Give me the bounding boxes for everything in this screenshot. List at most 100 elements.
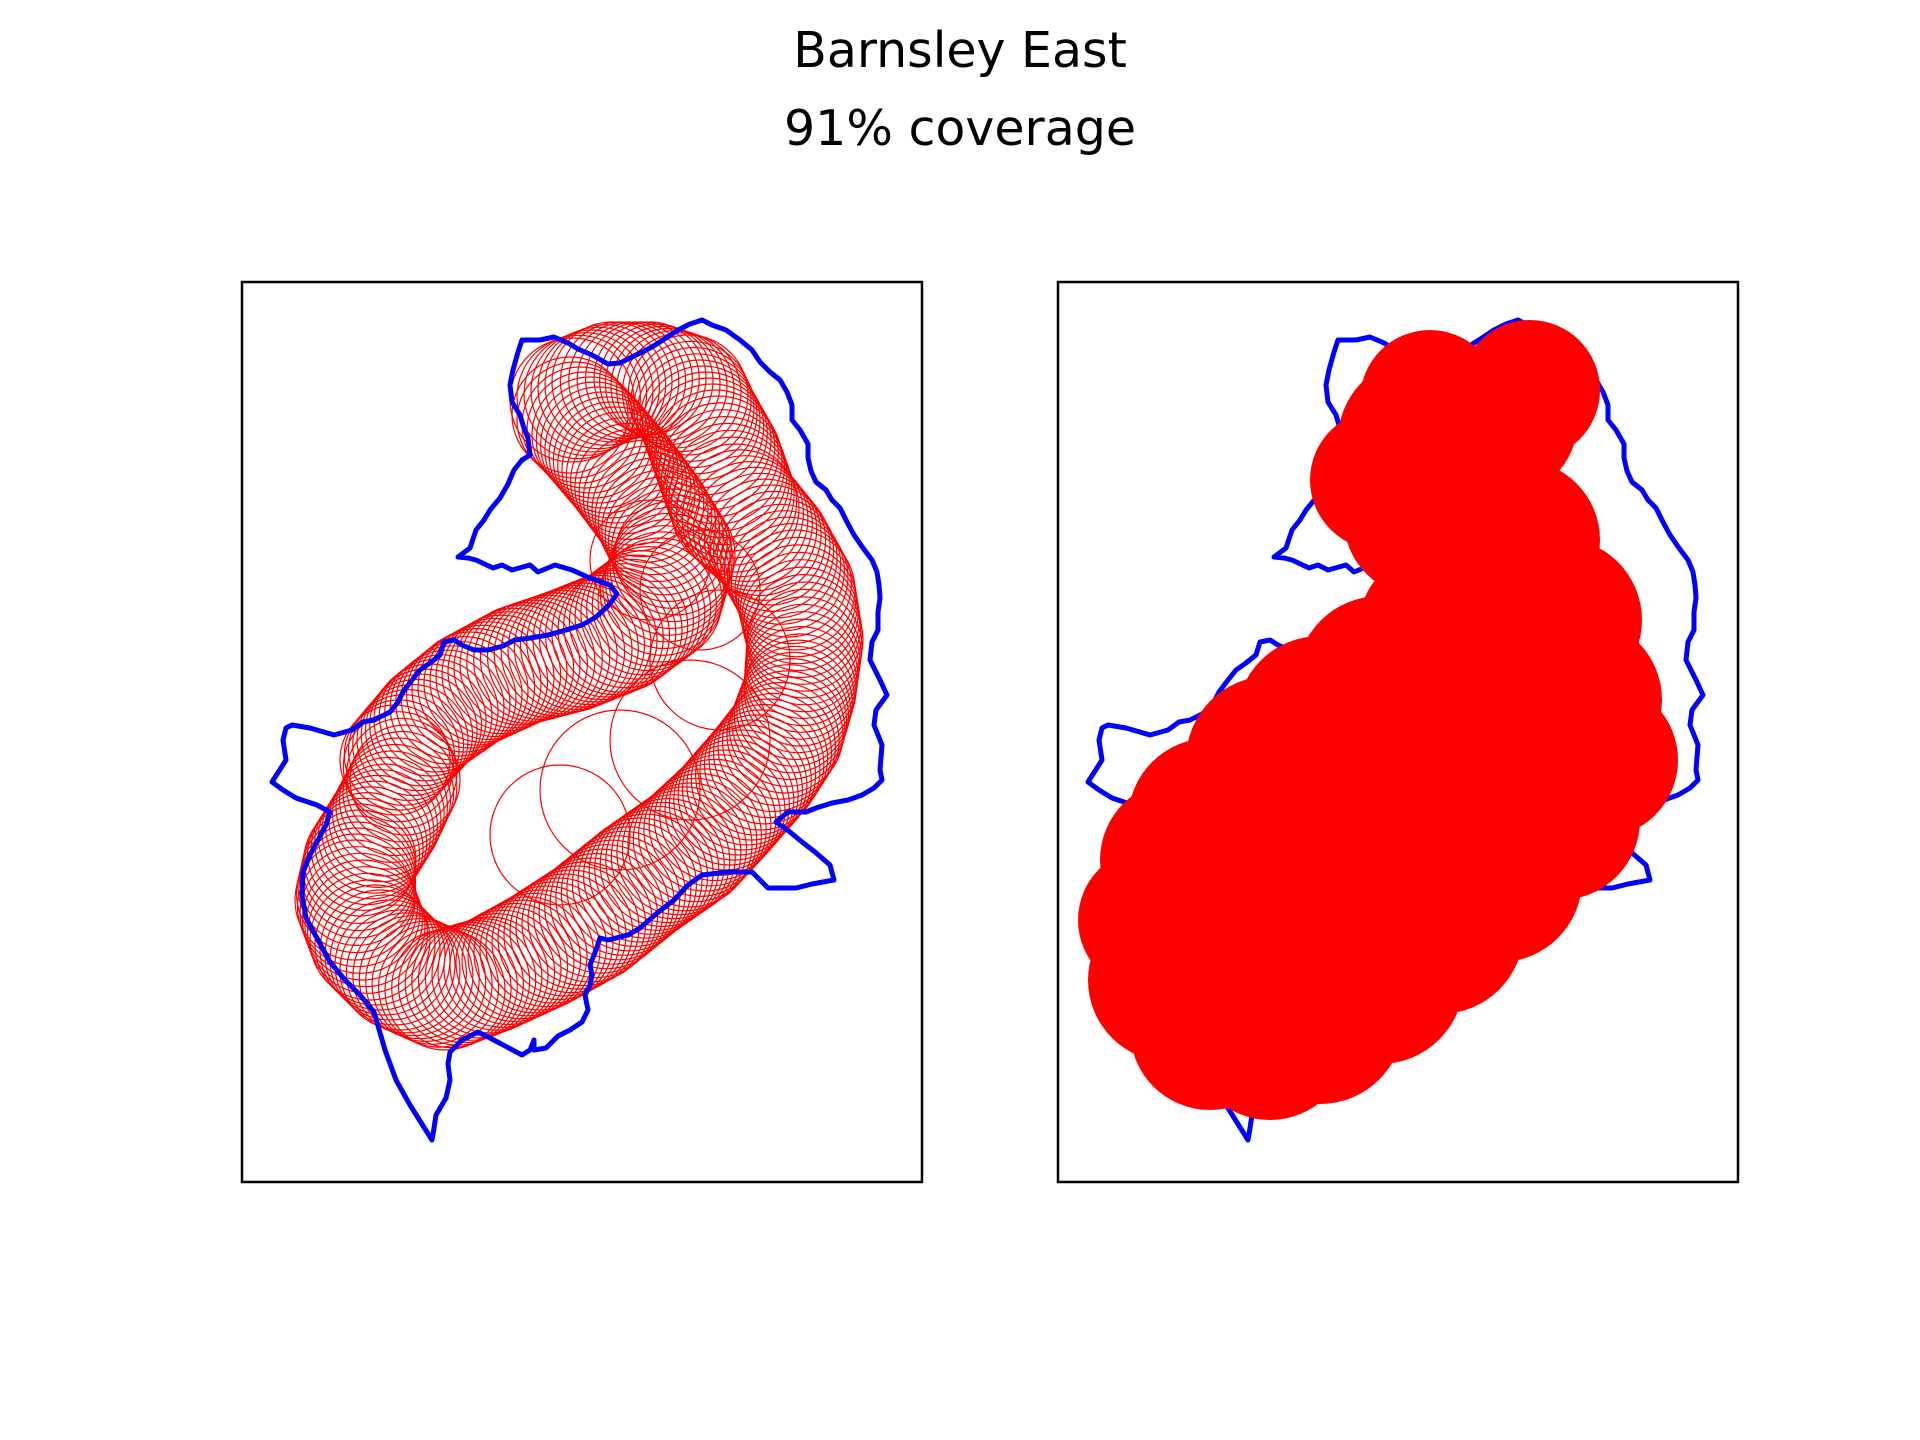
coverage-circle xyxy=(670,443,800,573)
coverage-circle xyxy=(607,482,728,603)
coverage-circle xyxy=(681,729,804,851)
coverage-circle xyxy=(557,406,675,524)
coverage-circle xyxy=(597,463,717,583)
coverage-circle xyxy=(405,635,523,753)
coverage-circle xyxy=(491,881,614,1004)
coverage-circle xyxy=(489,764,631,906)
coverage-circle xyxy=(673,739,795,861)
coverage-circle xyxy=(552,401,671,519)
coverage-circle xyxy=(574,554,700,680)
coverage-circle xyxy=(621,786,748,912)
coverage-circle xyxy=(703,478,827,601)
coverage-circle xyxy=(411,921,531,1041)
coverage-circle xyxy=(604,476,725,596)
coverage-circle xyxy=(587,445,705,563)
coverage-circle xyxy=(589,499,711,621)
coverage-circle xyxy=(738,645,853,761)
coverage-circle xyxy=(360,678,474,792)
coverage-circle xyxy=(604,519,729,643)
coverage-circle xyxy=(479,597,603,721)
coverage-circle xyxy=(345,912,467,1034)
coverage-circle xyxy=(649,589,791,731)
right-map-panel xyxy=(1056,280,1740,1184)
coverage-circle xyxy=(466,602,588,724)
coverage-circle xyxy=(568,558,695,685)
coverage-circle xyxy=(605,797,731,924)
coverage-circle xyxy=(694,714,817,836)
coverage-circle xyxy=(712,692,833,813)
coverage-circle xyxy=(728,670,846,787)
coverage-circle xyxy=(736,651,852,767)
coverage-circle xyxy=(371,923,493,1045)
coverage-circles-outline xyxy=(294,321,864,1051)
coverage-circle xyxy=(561,411,679,529)
coverage-circle xyxy=(742,566,862,685)
coverage-subtitle: 91% coverage xyxy=(784,100,1136,157)
coverage-circle xyxy=(417,920,537,1039)
coverage-circle xyxy=(423,624,542,743)
coverage-circle xyxy=(531,376,649,494)
coverage-disk xyxy=(1460,320,1600,460)
coverage-circle xyxy=(639,529,761,651)
coverage-circle xyxy=(304,866,426,988)
coverage-circle xyxy=(591,541,717,667)
coverage-circle xyxy=(544,391,662,509)
coverage-circle xyxy=(582,440,701,558)
coverage-circle xyxy=(616,790,742,916)
coverage-circle xyxy=(610,794,736,920)
coverage-circle xyxy=(571,821,698,948)
coverage-circle xyxy=(461,899,582,1020)
coverage-circle xyxy=(632,777,758,903)
coverage-circle xyxy=(712,490,835,613)
coverage-circle xyxy=(530,329,654,453)
coverage-circle xyxy=(453,607,575,729)
coverage-circle xyxy=(627,782,753,908)
coverage-circle xyxy=(364,673,478,787)
constituency-boundary-left xyxy=(269,317,890,1143)
coverage-circle xyxy=(699,709,821,831)
coverage-circle xyxy=(643,768,767,892)
coverage-circle xyxy=(569,422,688,540)
figure-title: Barnsley East xyxy=(793,22,1127,79)
coverage-circle xyxy=(566,826,692,952)
coverage-circle xyxy=(365,920,487,1043)
coverage-circle xyxy=(319,889,441,1011)
coverage-circle xyxy=(726,676,844,794)
coverage-union-filled xyxy=(1078,320,1678,1120)
coverage-circle xyxy=(539,386,658,504)
left-map-panel xyxy=(240,280,924,1184)
coverage-circle xyxy=(741,559,861,679)
coverage-circle xyxy=(437,913,556,1031)
coverage-circle xyxy=(441,614,562,735)
coverage-circle xyxy=(459,604,581,726)
coverage-circle xyxy=(591,451,709,569)
coverage-circle xyxy=(516,361,634,479)
coverage-circle xyxy=(723,510,845,632)
coverage-circle xyxy=(500,589,626,715)
coverage-circle xyxy=(609,659,771,821)
coverage-circle xyxy=(417,628,536,746)
coverage-circle xyxy=(404,923,524,1044)
coverage-circle xyxy=(539,709,701,871)
coverage-circle xyxy=(744,574,863,692)
coverage-disk xyxy=(1130,820,1290,980)
coverage-circle xyxy=(577,817,703,943)
coverage-circle xyxy=(609,506,732,630)
coverage-circle xyxy=(342,737,455,850)
coverage-circle xyxy=(535,381,653,499)
coverage-circle xyxy=(544,324,667,446)
coverage-circle xyxy=(303,803,417,917)
coverage-circle xyxy=(455,902,575,1023)
coverage-circle xyxy=(717,687,837,807)
coverage-circle xyxy=(648,763,772,887)
coverage-circle xyxy=(687,461,813,587)
coverage-circle xyxy=(473,599,596,722)
coverage-circle xyxy=(594,457,713,576)
coverage-circle xyxy=(548,396,666,514)
coverage-circle xyxy=(352,688,465,801)
coverage-circle xyxy=(565,417,683,535)
coverage-disk xyxy=(1460,710,1600,850)
coverage-circle xyxy=(516,334,642,460)
coverage-circle xyxy=(737,544,858,665)
